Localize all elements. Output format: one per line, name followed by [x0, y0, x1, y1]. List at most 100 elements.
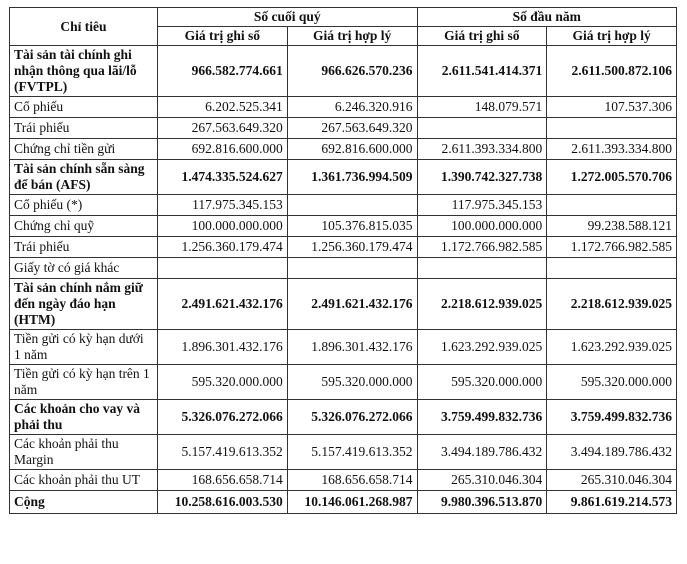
row-label: Tài sản tài chính ghi nhận thông qua lãi…: [9, 45, 158, 97]
table-row: Trái phiếu 1.256.360.179.474 1.256.360.179…: [9, 236, 677, 258]
row-label: Giấy tờ có giá khác: [9, 257, 158, 279]
table-row: Tài sản chính sẵn sàng để bán (AFS) 1.474…: [9, 159, 677, 195]
header-cell: Chỉ tiêu: [9, 7, 158, 46]
group-header: Số đầu năm: [416, 7, 677, 27]
row-label: Các khoản cho vay và phải thu: [9, 399, 158, 435]
value-cell: 107.537.306: [546, 96, 677, 118]
value-cell: 2.611.393.334.800: [546, 138, 677, 160]
table-row: Tài sản tài chính ghi nhận thông qua lãi…: [9, 45, 677, 97]
value-cell: 105.376.815.035: [286, 215, 418, 237]
value-cell: 3.759.499.832.736: [416, 399, 548, 435]
row-label: Tiền gửi có kỳ hạn dưới 1 năm: [9, 329, 158, 365]
financial-table: Chỉ tiêu Số cuối quý Số đầu năm Giá trị ghi…: [9, 7, 677, 514]
table-row: Cổ phiếu 6.202.525.341 6.246.320.916 148.07…: [9, 96, 677, 118]
value-cell: 5.157.419.613.352: [286, 434, 418, 470]
sub-header: Giá trị hợp lý: [546, 26, 677, 46]
value-cell: 1.172.766.982.585: [546, 236, 677, 258]
value-cell: 117.975.345.153: [416, 194, 548, 216]
value-cell: 100.000.000.000: [416, 215, 548, 237]
value-cell: 595.320.000.000: [286, 364, 418, 400]
row-label: Cổ phiếu: [9, 96, 158, 118]
table-row: Cộng 10.258.616.003.530 10.146.061.268.987…: [9, 490, 677, 514]
value-cell: 9.980.396.513.870: [416, 490, 548, 514]
value-cell: 1.623.292.939.025: [416, 329, 548, 365]
value-cell: 3.494.189.786.432: [416, 434, 548, 470]
value-cell: 595.320.000.000: [546, 364, 677, 400]
value-cell: 5.326.076.272.066: [157, 399, 288, 435]
value-cell: 595.320.000.000: [157, 364, 288, 400]
value-cell: 100.000.000.000: [157, 215, 288, 237]
value-cell: 6.202.525.341: [157, 96, 288, 118]
value-cell: 168.656.658.714: [157, 469, 288, 491]
empty-cell: [546, 257, 677, 279]
empty-cell: [416, 257, 548, 279]
value-cell: 1.390.742.327.738: [416, 159, 548, 195]
value-cell: 2.218.612.939.025: [546, 278, 677, 330]
table-row: Các khoản phải thu UT 168.656.658.714 168.…: [9, 469, 677, 491]
value-cell: 2.611.393.334.800: [416, 138, 548, 160]
value-cell: 148.079.571: [416, 96, 548, 118]
value-cell: 99.238.588.121: [546, 215, 677, 237]
value-cell: 966.626.570.236: [286, 45, 418, 97]
value-cell: 2.611.500.872.106: [546, 45, 677, 97]
value-cell: 265.310.046.304: [416, 469, 548, 491]
row-label: Các khoản phải thu Margin: [9, 434, 158, 470]
group-header: Số cuối quý: [157, 7, 418, 27]
empty-cell: [546, 194, 677, 216]
value-cell: 5.157.419.613.352: [157, 434, 288, 470]
value-cell: 9.861.619.214.573: [546, 490, 677, 514]
value-cell: 2.611.541.414.371: [416, 45, 548, 97]
value-cell: 692.816.600.000: [286, 138, 418, 160]
value-cell: 1.172.766.982.585: [416, 236, 548, 258]
value-cell: 2.218.612.939.025: [416, 278, 548, 330]
row-label: Chứng chỉ tiền gửi: [9, 138, 158, 160]
value-cell: 6.246.320.916: [286, 96, 418, 118]
value-cell: 1.272.005.570.706: [546, 159, 677, 195]
sub-header: Giá trị hợp lý: [286, 26, 418, 46]
table-header: Chỉ tiêu Số cuối quý Số đầu năm Giá trị ghi…: [9, 7, 677, 46]
table-row: Các khoản phải thu Margin 5.157.419.613.3…: [9, 434, 677, 470]
value-cell: 1.896.301.432.176: [286, 329, 418, 365]
value-cell: 595.320.000.000: [416, 364, 548, 400]
row-label: Tài sản chính nắm giữ đến ngày đáo hạn (…: [9, 278, 158, 330]
header-row: Chỉ tiêu Số cuối quý Số đầu năm: [9, 7, 677, 46]
empty-cell: [416, 117, 548, 139]
value-cell: 168.656.658.714: [286, 469, 418, 491]
empty-cell: [286, 194, 418, 216]
value-cell: 10.258.616.003.530: [157, 490, 288, 514]
row-label: Cổ phiếu (*): [9, 194, 158, 216]
row-label: Chứng chỉ quỹ: [9, 215, 158, 237]
value-cell: 117.975.345.153: [157, 194, 288, 216]
value-cell: 1.474.335.524.627: [157, 159, 288, 195]
row-label: Các khoản phải thu UT: [9, 469, 158, 491]
table-row: Cổ phiếu (*) 117.975.345.153 117.975.345.1…: [9, 194, 677, 216]
value-cell: 1.256.360.179.474: [286, 236, 418, 258]
table-row: Trái phiếu 267.563.649.320 267.563.649.320: [9, 117, 677, 139]
table-row: Giấy tờ có giá khác: [9, 257, 677, 279]
empty-cell: [157, 257, 288, 279]
table-row: Tài sản chính nắm giữ đến ngày đáo hạn (…: [9, 278, 677, 330]
value-cell: 2.491.621.432.176: [157, 278, 288, 330]
value-cell: 1.256.360.179.474: [157, 236, 288, 258]
table-body: Tài sản tài chính ghi nhận thông qua lãi…: [9, 45, 677, 514]
value-cell: 2.491.621.432.176: [286, 278, 418, 330]
value-cell: 3.759.499.832.736: [546, 399, 677, 435]
value-cell: 3.494.189.786.432: [546, 434, 677, 470]
value-cell: 1.361.736.994.509: [286, 159, 418, 195]
row-label: Tiền gửi có kỳ hạn trên 1 năm: [9, 364, 158, 400]
row-label: Trái phiếu: [9, 236, 158, 258]
row-label: Tài sản chính sẵn sàng để bán (AFS): [9, 159, 158, 195]
value-cell: 5.326.076.272.066: [286, 399, 418, 435]
table-row: Chứng chỉ tiền gửi 692.816.600.000 692.816…: [9, 138, 677, 160]
table-row: Các khoản cho vay và phải thu 5.326.076.2…: [9, 399, 677, 435]
value-cell: 267.563.649.320: [286, 117, 418, 139]
row-label: Trái phiếu: [9, 117, 158, 139]
value-cell: 966.582.774.661: [157, 45, 288, 97]
empty-cell: [546, 117, 677, 139]
table-row: Tiền gửi có kỳ hạn dưới 1 năm 1.896.301.4…: [9, 329, 677, 365]
empty-cell: [286, 257, 418, 279]
value-cell: 10.146.061.268.987: [286, 490, 418, 514]
table-row: Chứng chỉ quỹ 100.000.000.000 105.376.815.…: [9, 215, 677, 237]
value-cell: 692.816.600.000: [157, 138, 288, 160]
sub-header: Giá trị ghi sổ: [157, 26, 288, 46]
